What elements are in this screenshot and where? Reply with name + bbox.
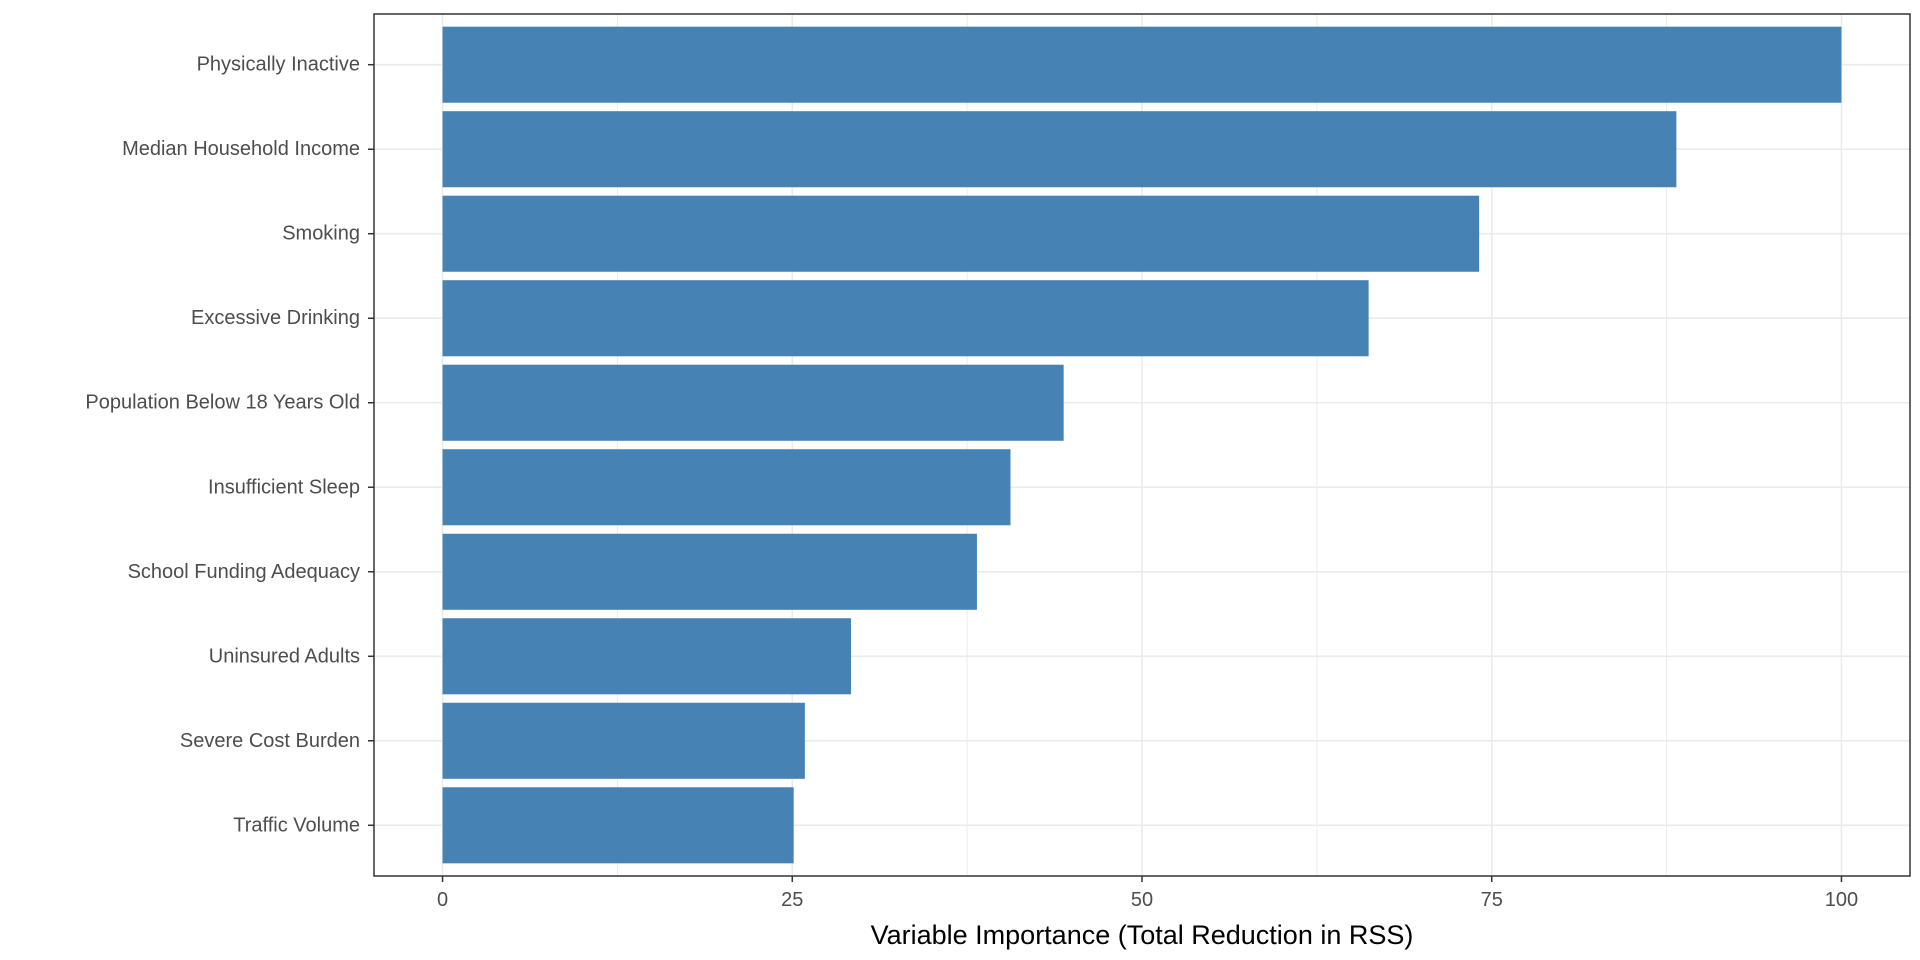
y-tick-label: School Funding Adequacy [128, 561, 360, 583]
bars [442, 26, 1842, 864]
bar [442, 702, 805, 779]
y-tick-label: Excessive Drinking [191, 307, 360, 329]
x-tick-label: 25 [781, 889, 803, 911]
y-tick-label: Insufficient Sleep [208, 476, 360, 498]
bar [442, 787, 794, 864]
y-tick-label: Median Household Income [122, 138, 360, 160]
x-tick-label: 50 [1131, 889, 1153, 911]
x-tick-label: 75 [1481, 889, 1503, 911]
y-tick-label: Population Below 18 Years Old [85, 392, 360, 414]
bar [442, 533, 977, 610]
bar [442, 195, 1480, 272]
bar [442, 449, 1011, 526]
x-tick-label: 0 [437, 889, 448, 911]
bar [442, 280, 1369, 357]
x-axis-title: Variable Importance (Total Reduction in … [871, 920, 1414, 950]
y-tick-label: Smoking [282, 223, 360, 245]
y-tick-label: Uninsured Adults [209, 645, 360, 667]
y-tick-label: Severe Cost Burden [180, 730, 360, 752]
bar [442, 364, 1064, 441]
bar [442, 26, 1842, 103]
y-axis: Physically Inactive Median Household Inco… [85, 54, 374, 836]
y-tick-label: Traffic Volume [233, 814, 360, 836]
x-tick-label: 100 [1825, 889, 1858, 911]
x-axis: 0 25 50 75 100 [437, 876, 1858, 911]
y-tick-label: Physically Inactive [197, 54, 360, 76]
bar [442, 111, 1677, 188]
bar [442, 618, 852, 695]
